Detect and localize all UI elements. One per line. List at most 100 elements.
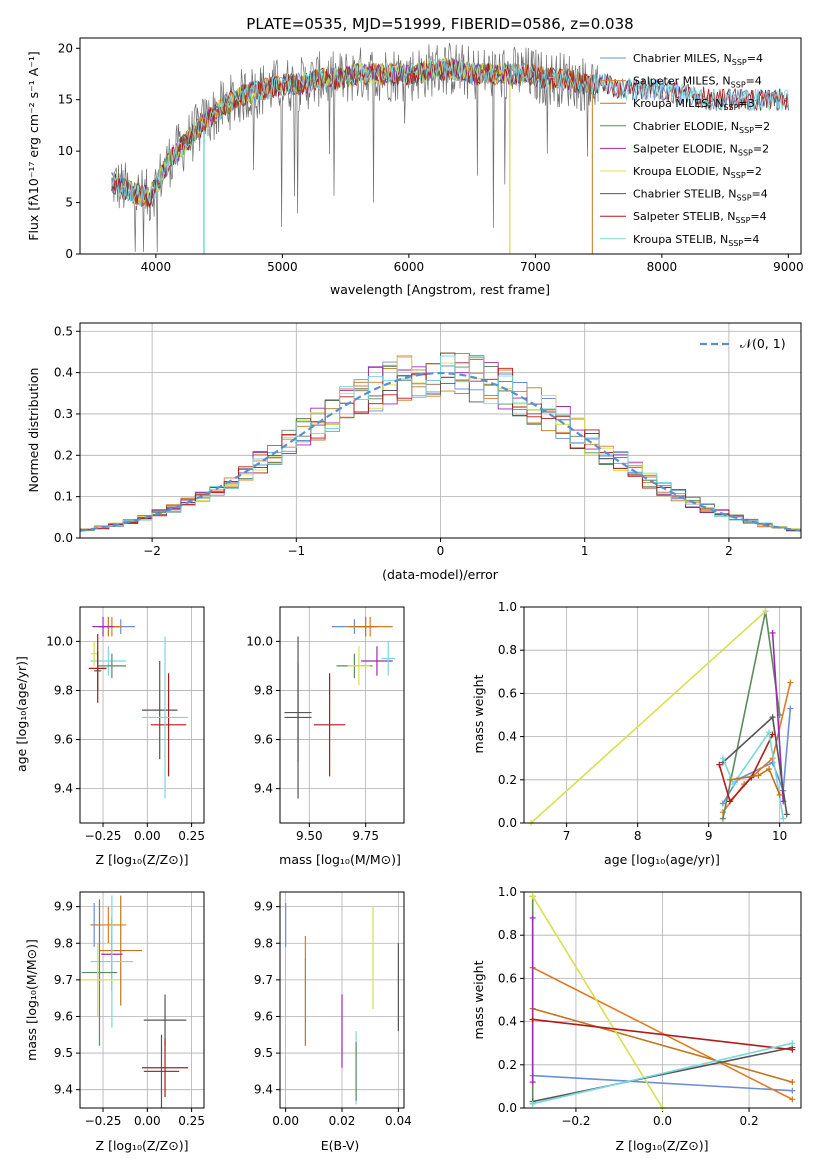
spectrum-ytick-label: 15 <box>58 93 73 107</box>
weight_vs_age-frame <box>523 606 802 824</box>
age_vs_Z-xtick-label: 0.00 <box>134 829 161 843</box>
weight_vs_age-series-line <box>530 610 767 824</box>
weight_vs_age-ytick-label: 0.2 <box>498 773 517 787</box>
mass_vs_Z-xtick-label: 0.25 <box>178 1114 205 1128</box>
mass_vs_EBV-xtick-label: 0.04 <box>385 1114 412 1128</box>
weight_vs_Z-ytick-label: 1.0 <box>498 885 517 899</box>
weight_vs_age-series-line <box>729 767 781 796</box>
mass-vs-z-xlabel: Z [log₁₀(Z/Z⊙)] <box>96 1138 189 1153</box>
residuals-xtick-label: 2 <box>725 544 733 558</box>
weight_vs_age-axes: 7 8 9 10 0.0 0.2 0.4 0.6 0.8 1.0 <box>498 600 801 843</box>
mass_vs_EBV-xtick-label: 0.02 <box>329 1114 356 1128</box>
weight_vs_Z-ytick-label: 0.2 <box>498 1058 517 1072</box>
mass_vs_EBV-ytick-label: 9.9 <box>254 900 273 914</box>
spectrum-legend-label: Salpeter MILES, NSSP=4 <box>633 75 762 90</box>
weight-vs-z-ylabel: mass weight <box>471 960 486 1039</box>
weight-vs-age-xlabel: age [log₁₀(age/yr)] <box>604 852 720 867</box>
residuals-xtick-label: −2 <box>143 544 161 558</box>
residuals-xtick-label: −1 <box>287 544 305 558</box>
residuals-normal-curve <box>79 371 802 532</box>
mass_vs_Z-ytick-label: 9.6 <box>54 1009 73 1023</box>
mass-vs-z-panel: Z [log₁₀(Z/Z⊙)] mass [log₁₀(M/M⊙)] −0.25… <box>24 891 205 1153</box>
weight_vs_Z-series-line <box>532 1046 793 1103</box>
spectrum-legend-label: Kroupa ELODIE, NSSP=2 <box>633 165 762 180</box>
mass_vs_EBV-xtick-label: 0.00 <box>272 1114 299 1128</box>
age_vs_Z-xtick-label: 0.25 <box>178 829 205 843</box>
spectrum-legend-label: Kroupa MILES, NSSP=3 <box>633 97 755 112</box>
mass_vs_Z-xtick-label: 0.00 <box>134 1114 161 1128</box>
weight_vs_Z-ytick-label: 0.6 <box>498 971 517 985</box>
weight_vs_age-ytick-label: 1.0 <box>498 600 517 614</box>
mass_vs_EBV-frame <box>279 891 405 1109</box>
age_vs_mass-xtick-label: 9.50 <box>296 829 323 843</box>
weight_vs_age-series-line <box>718 734 774 804</box>
spectrum-ylabel: Flux [fλ10⁻¹⁷ erg cm⁻² s⁻¹ A⁻¹] <box>26 51 41 240</box>
age_vs_mass-frame <box>279 606 405 824</box>
age_vs_mass-axes: 9.50 9.75 9.4 9.6 9.8 10.0 <box>246 607 404 843</box>
age_vs_mass-xtick-label: 9.75 <box>352 829 379 843</box>
residuals-histogram-step <box>79 355 801 538</box>
spectrum-frame <box>79 37 802 255</box>
spectrum-ytick-label: 20 <box>58 41 73 55</box>
age_vs_Z-ytick-label: 9.4 <box>54 782 73 796</box>
spectrum-legend-label: Chabrier MILES, NSSP=4 <box>633 52 763 67</box>
residuals-ytick-label: 0.0 <box>54 531 73 545</box>
age_vs_mass-ytick-label: 9.4 <box>254 782 273 796</box>
mass-vs-z-ylabel: mass [log₁₀(M/M⊙)] <box>24 939 39 1061</box>
residuals-xtick-label: 1 <box>581 544 589 558</box>
residuals-ytick-label: 0.4 <box>54 366 73 380</box>
weight_vs_Z-ytick-label: 0.8 <box>498 928 517 942</box>
spectrum-ytick-label: 10 <box>58 144 73 158</box>
weight_vs_Z-series-line <box>532 1042 793 1105</box>
residuals-ytick-label: 0.2 <box>54 448 73 462</box>
residuals-xlabel: (data-model)/error <box>382 567 499 582</box>
spectrum-xtick-label: 4000 <box>141 260 172 274</box>
mass_vs_Z-ytick-label: 9.7 <box>54 973 73 987</box>
mass-vs-ebv-xlabel: E(B-V) <box>321 1138 360 1153</box>
mass_vs_EBV-axes: 0.00 0.02 0.04 9.4 9.5 9.6 9.7 9.8 9.9 <box>254 892 412 1128</box>
mass_vs_EBV-ytick-label: 9.8 <box>254 936 273 950</box>
spectrum-axes: 4000 5000 6000 7000 8000 9000 0 5 10 15 20 <box>58 41 804 274</box>
age-vs-z-ylabel: age [log₁₀(age/yr)] <box>14 656 29 772</box>
spectrum-xlabel: wavelength [Angstrom, rest frame] <box>330 282 550 297</box>
residuals-ytick-label: 0.3 <box>54 407 73 421</box>
mass_vs_Z-ytick-label: 9.4 <box>54 1083 73 1097</box>
residuals-panel: (data-model)/error Normed distribution 𝒩… <box>26 322 802 582</box>
mass_vs_Z-axes: −0.25 0.00 0.25 9.4 9.5 9.6 9.7 9.8 9.9 <box>54 892 205 1128</box>
weight_vs_Z-axes: −0.2 0.0 0.2 0.0 0.2 0.4 0.6 0.8 1.0 <box>498 885 801 1128</box>
mass_vs_EBV-ytick-label: 9.5 <box>254 1046 273 1060</box>
spectrum-model-line <box>111 58 789 207</box>
weight_vs_age-ytick-label: 0.4 <box>498 730 517 744</box>
weight_vs_Z-ytick-label: 0.0 <box>498 1101 517 1115</box>
weight-vs-age-ylabel: mass weight <box>471 674 486 753</box>
weight_vs_Z-frame <box>523 891 802 1109</box>
mass_vs_EBV-ytick-label: 9.4 <box>254 1083 273 1097</box>
weight_vs_age-ytick-label: 0.6 <box>498 686 517 700</box>
residuals-ytick-label: 0.5 <box>54 324 73 338</box>
residuals-axes: −2 −1 0 1 2 0.0 0.1 0.2 0.3 0.4 0.5 <box>54 323 801 558</box>
age-vs-mass-xlabel: mass [log₁₀(M/M⊙)] <box>279 852 401 867</box>
age_vs_Z-ytick-label: 10.0 <box>46 634 73 648</box>
spectrum-xtick-label: 9000 <box>773 260 804 274</box>
spectrum-model-line <box>111 58 789 208</box>
age-vs-z-xlabel: Z [log₁₀(Z/Z⊙)] <box>96 852 189 867</box>
spectrum-xtick-label: 6000 <box>394 260 425 274</box>
spectrum-ytick-label: 0 <box>65 247 73 261</box>
spectrum-xtick-label: 8000 <box>647 260 678 274</box>
spectrum-title: PLATE=0535, MJD=51999, FIBERID=0586, z=0… <box>246 15 633 33</box>
age_vs_mass-ytick-label: 9.8 <box>254 683 273 697</box>
residuals-xtick-label: 0 <box>437 544 445 558</box>
mass_vs_Z-frame <box>79 891 205 1109</box>
weight_vs_Z-series-line <box>532 1074 793 1092</box>
age_vs_Z-ytick-label: 9.8 <box>54 683 73 697</box>
age_vs_Z-frame <box>79 606 205 824</box>
mass-vs-ebv-panel: E(B-V) 0.00 0.02 0.04 9.4 9.5 9.6 9.7 9.8 9.9 <box>254 891 412 1153</box>
weight_vs_Z-xtick-label: 0.2 <box>740 1114 759 1128</box>
weight_vs_Z-ytick-label: 0.4 <box>498 1015 517 1029</box>
weight_vs_age-xtick-label: 8 <box>634 829 642 843</box>
mass_vs_EBV-ytick-label: 9.7 <box>254 973 273 987</box>
spectrum-ytick-label: 5 <box>65 196 73 210</box>
age_vs_mass-ytick-label: 10.0 <box>246 634 273 648</box>
weight_vs_Z-series-line <box>532 895 664 1109</box>
